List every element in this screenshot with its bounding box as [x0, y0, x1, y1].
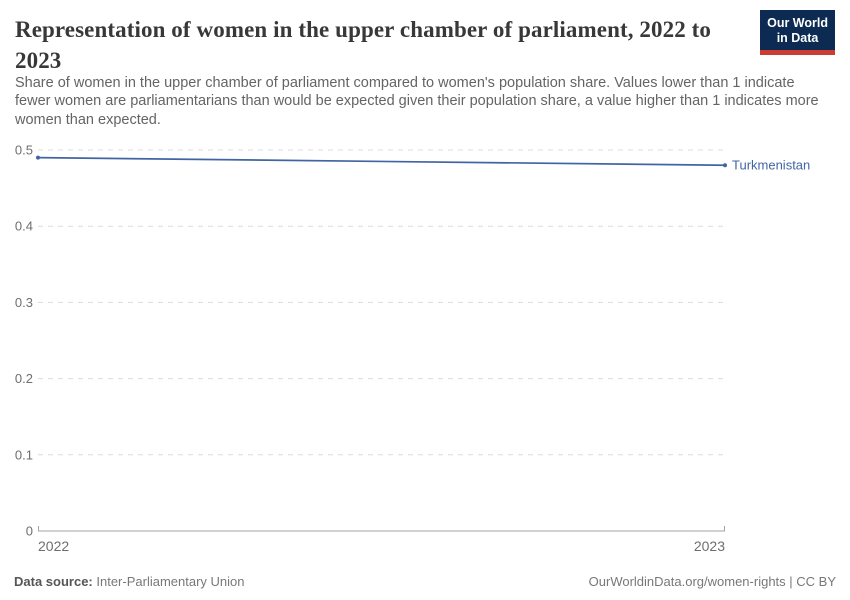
data-source: Data source: Inter-Parliamentary Union [14, 574, 245, 589]
data-source-label: Data source: [14, 574, 93, 589]
y-axis-tick-label: 0.3 [15, 295, 33, 310]
data-point[interactable] [723, 163, 727, 168]
chart-subtitle: Share of women in the upper chamber of p… [15, 75, 819, 128]
data-source-value: Inter-Parliamentary Union [96, 574, 245, 589]
y-axis-tick-label: 0.5 [15, 143, 33, 158]
credit-link[interactable]: OurWorldinData.org/women-rights | CC BY [588, 574, 836, 589]
data-point[interactable] [36, 155, 40, 160]
y-axis-tick-label: 0.1 [15, 447, 33, 462]
owid-logo-line1: Our World [767, 16, 828, 30]
series-label[interactable]: Turkmenistan [732, 158, 810, 173]
x-axis-tick-label: 2022 [38, 538, 69, 554]
chart-footer: Data source: Inter-Parliamentary Union O… [14, 574, 836, 589]
x-axis-tick-label: 2023 [694, 538, 725, 554]
y-axis-tick-label: 0.4 [15, 219, 33, 234]
y-axis-tick-label: 0 [26, 524, 33, 539]
owid-logo[interactable]: Our World in Data [760, 10, 835, 55]
y-axis-tick-label: 0.2 [15, 371, 33, 386]
series-line[interactable] [37, 156, 726, 167]
chart-title: Representation of women in the upper cha… [15, 17, 712, 73]
owid-logo-line2: in Data [776, 31, 819, 45]
